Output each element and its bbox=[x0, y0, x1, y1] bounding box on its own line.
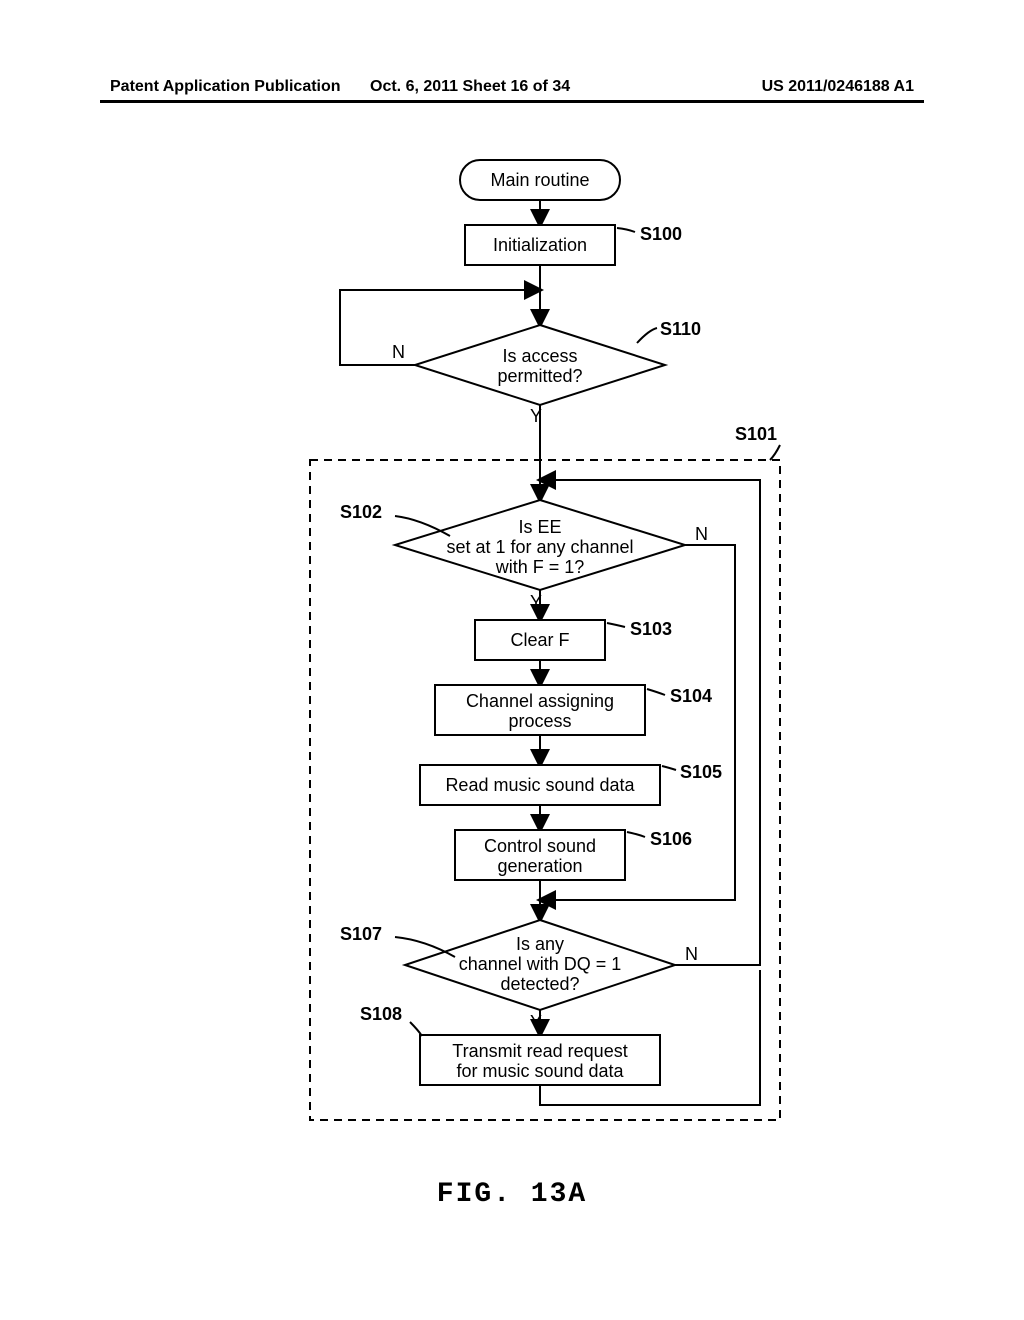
leader-s101 bbox=[770, 445, 780, 460]
step-label-s101: S101 bbox=[735, 424, 777, 444]
leader-s104 bbox=[647, 689, 665, 695]
node-s110-label-2: permitted? bbox=[497, 366, 582, 386]
header-right-text: US 2011/0246188 A1 bbox=[762, 78, 914, 96]
leader-s100 bbox=[617, 228, 635, 232]
node-terminal-label: Main routine bbox=[490, 170, 589, 190]
node-s104-l1: Channel assigning bbox=[466, 691, 614, 711]
header-rule bbox=[100, 100, 924, 103]
step-label-s110: S110 bbox=[660, 319, 701, 339]
node-s107-l2: channel with DQ = 1 bbox=[459, 954, 622, 974]
leader-s103 bbox=[607, 623, 625, 627]
step-label-s105: S105 bbox=[680, 762, 722, 782]
node-s102-l3: with F = 1? bbox=[495, 557, 585, 577]
node-s106-l1: Control sound bbox=[484, 836, 596, 856]
node-s103-label: Clear F bbox=[510, 630, 569, 650]
step-label-s107: S107 bbox=[340, 924, 382, 944]
step-label-s100: S100 bbox=[640, 224, 682, 244]
node-s108-l1: Transmit read request bbox=[452, 1041, 627, 1061]
step-label-s104: S104 bbox=[670, 686, 712, 706]
header-left-text: Patent Application Publication bbox=[110, 78, 341, 96]
node-s107-l3: detected? bbox=[500, 974, 579, 994]
step-label-s102: S102 bbox=[340, 502, 382, 522]
node-s104-l2: process bbox=[508, 711, 571, 731]
node-s108-l2: for music sound data bbox=[456, 1061, 624, 1081]
step-label-s106: S106 bbox=[650, 829, 692, 849]
leader-s105 bbox=[662, 766, 676, 770]
figure-label: FIG. 13A bbox=[0, 1179, 1024, 1210]
node-s100-label: Initialization bbox=[493, 235, 587, 255]
step-label-s108: S108 bbox=[360, 1004, 402, 1024]
leader-s110 bbox=[637, 328, 657, 343]
node-s105-label: Read music sound data bbox=[445, 775, 635, 795]
flowchart-svg: S101 Main routine Initialization S100 Is… bbox=[240, 140, 840, 1140]
leader-s108 bbox=[410, 1022, 422, 1036]
step-label-s103: S103 bbox=[630, 619, 672, 639]
node-s102-l1: Is EE bbox=[518, 517, 561, 537]
leader-s106 bbox=[627, 832, 645, 837]
node-s106-l2: generation bbox=[497, 856, 582, 876]
label-s107-no: N bbox=[685, 944, 698, 964]
label-s110-no: N bbox=[392, 342, 405, 362]
header-middle-text: Oct. 6, 2011 Sheet 16 of 34 bbox=[370, 78, 570, 96]
node-s110-label-1: Is access bbox=[502, 346, 577, 366]
node-s107-l1: Is any bbox=[516, 934, 564, 954]
label-s102-no: N bbox=[695, 524, 708, 544]
node-s102-l2: set at 1 for any channel bbox=[446, 537, 633, 557]
